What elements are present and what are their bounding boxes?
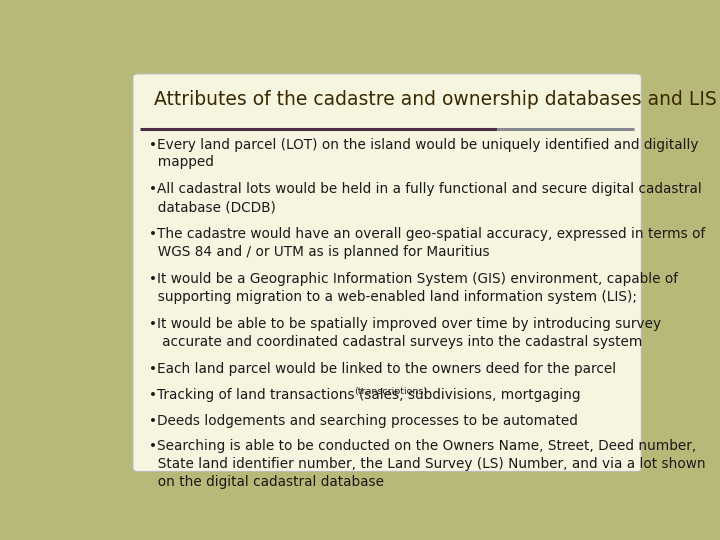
- Text: •All cadastral lots would be held in a fully functional and secure digital cadas: •All cadastral lots would be held in a f…: [148, 183, 701, 214]
- Text: Attributes of the cadastre and ownership databases and LIS: Attributes of the cadastre and ownership…: [154, 90, 717, 109]
- Text: •It would be able to be spatially improved over time by introducing survey
   ac: •It would be able to be spatially improv…: [148, 317, 661, 349]
- FancyBboxPatch shape: [133, 74, 642, 471]
- Text: •Tracking of land transactions (sales, subdivisions, mortgaging: •Tracking of land transactions (sales, s…: [148, 388, 585, 402]
- Text: •The cadastre would have an overall geo-spatial accuracy, expressed in terms of
: •The cadastre would have an overall geo-…: [148, 227, 705, 259]
- Text: •Searching is able to be conducted on the Owners Name, Street, Deed number,
  St: •Searching is able to be conducted on th…: [148, 440, 705, 489]
- Text: •It would be a Geographic Information System (GIS) environment, capable of
  sup: •It would be a Geographic Information Sy…: [148, 272, 678, 304]
- Text: •Deeds lodgements and searching processes to be automated: •Deeds lodgements and searching processe…: [148, 414, 577, 428]
- Text: •Every land parcel (LOT) on the island would be uniquely identified and digitall: •Every land parcel (LOT) on the island w…: [148, 138, 698, 170]
- Text: •Each land parcel would be linked to the owners deed for the parcel: •Each land parcel would be linked to the…: [148, 362, 616, 376]
- Text: (transcriptions): (transcriptions): [354, 387, 427, 396]
